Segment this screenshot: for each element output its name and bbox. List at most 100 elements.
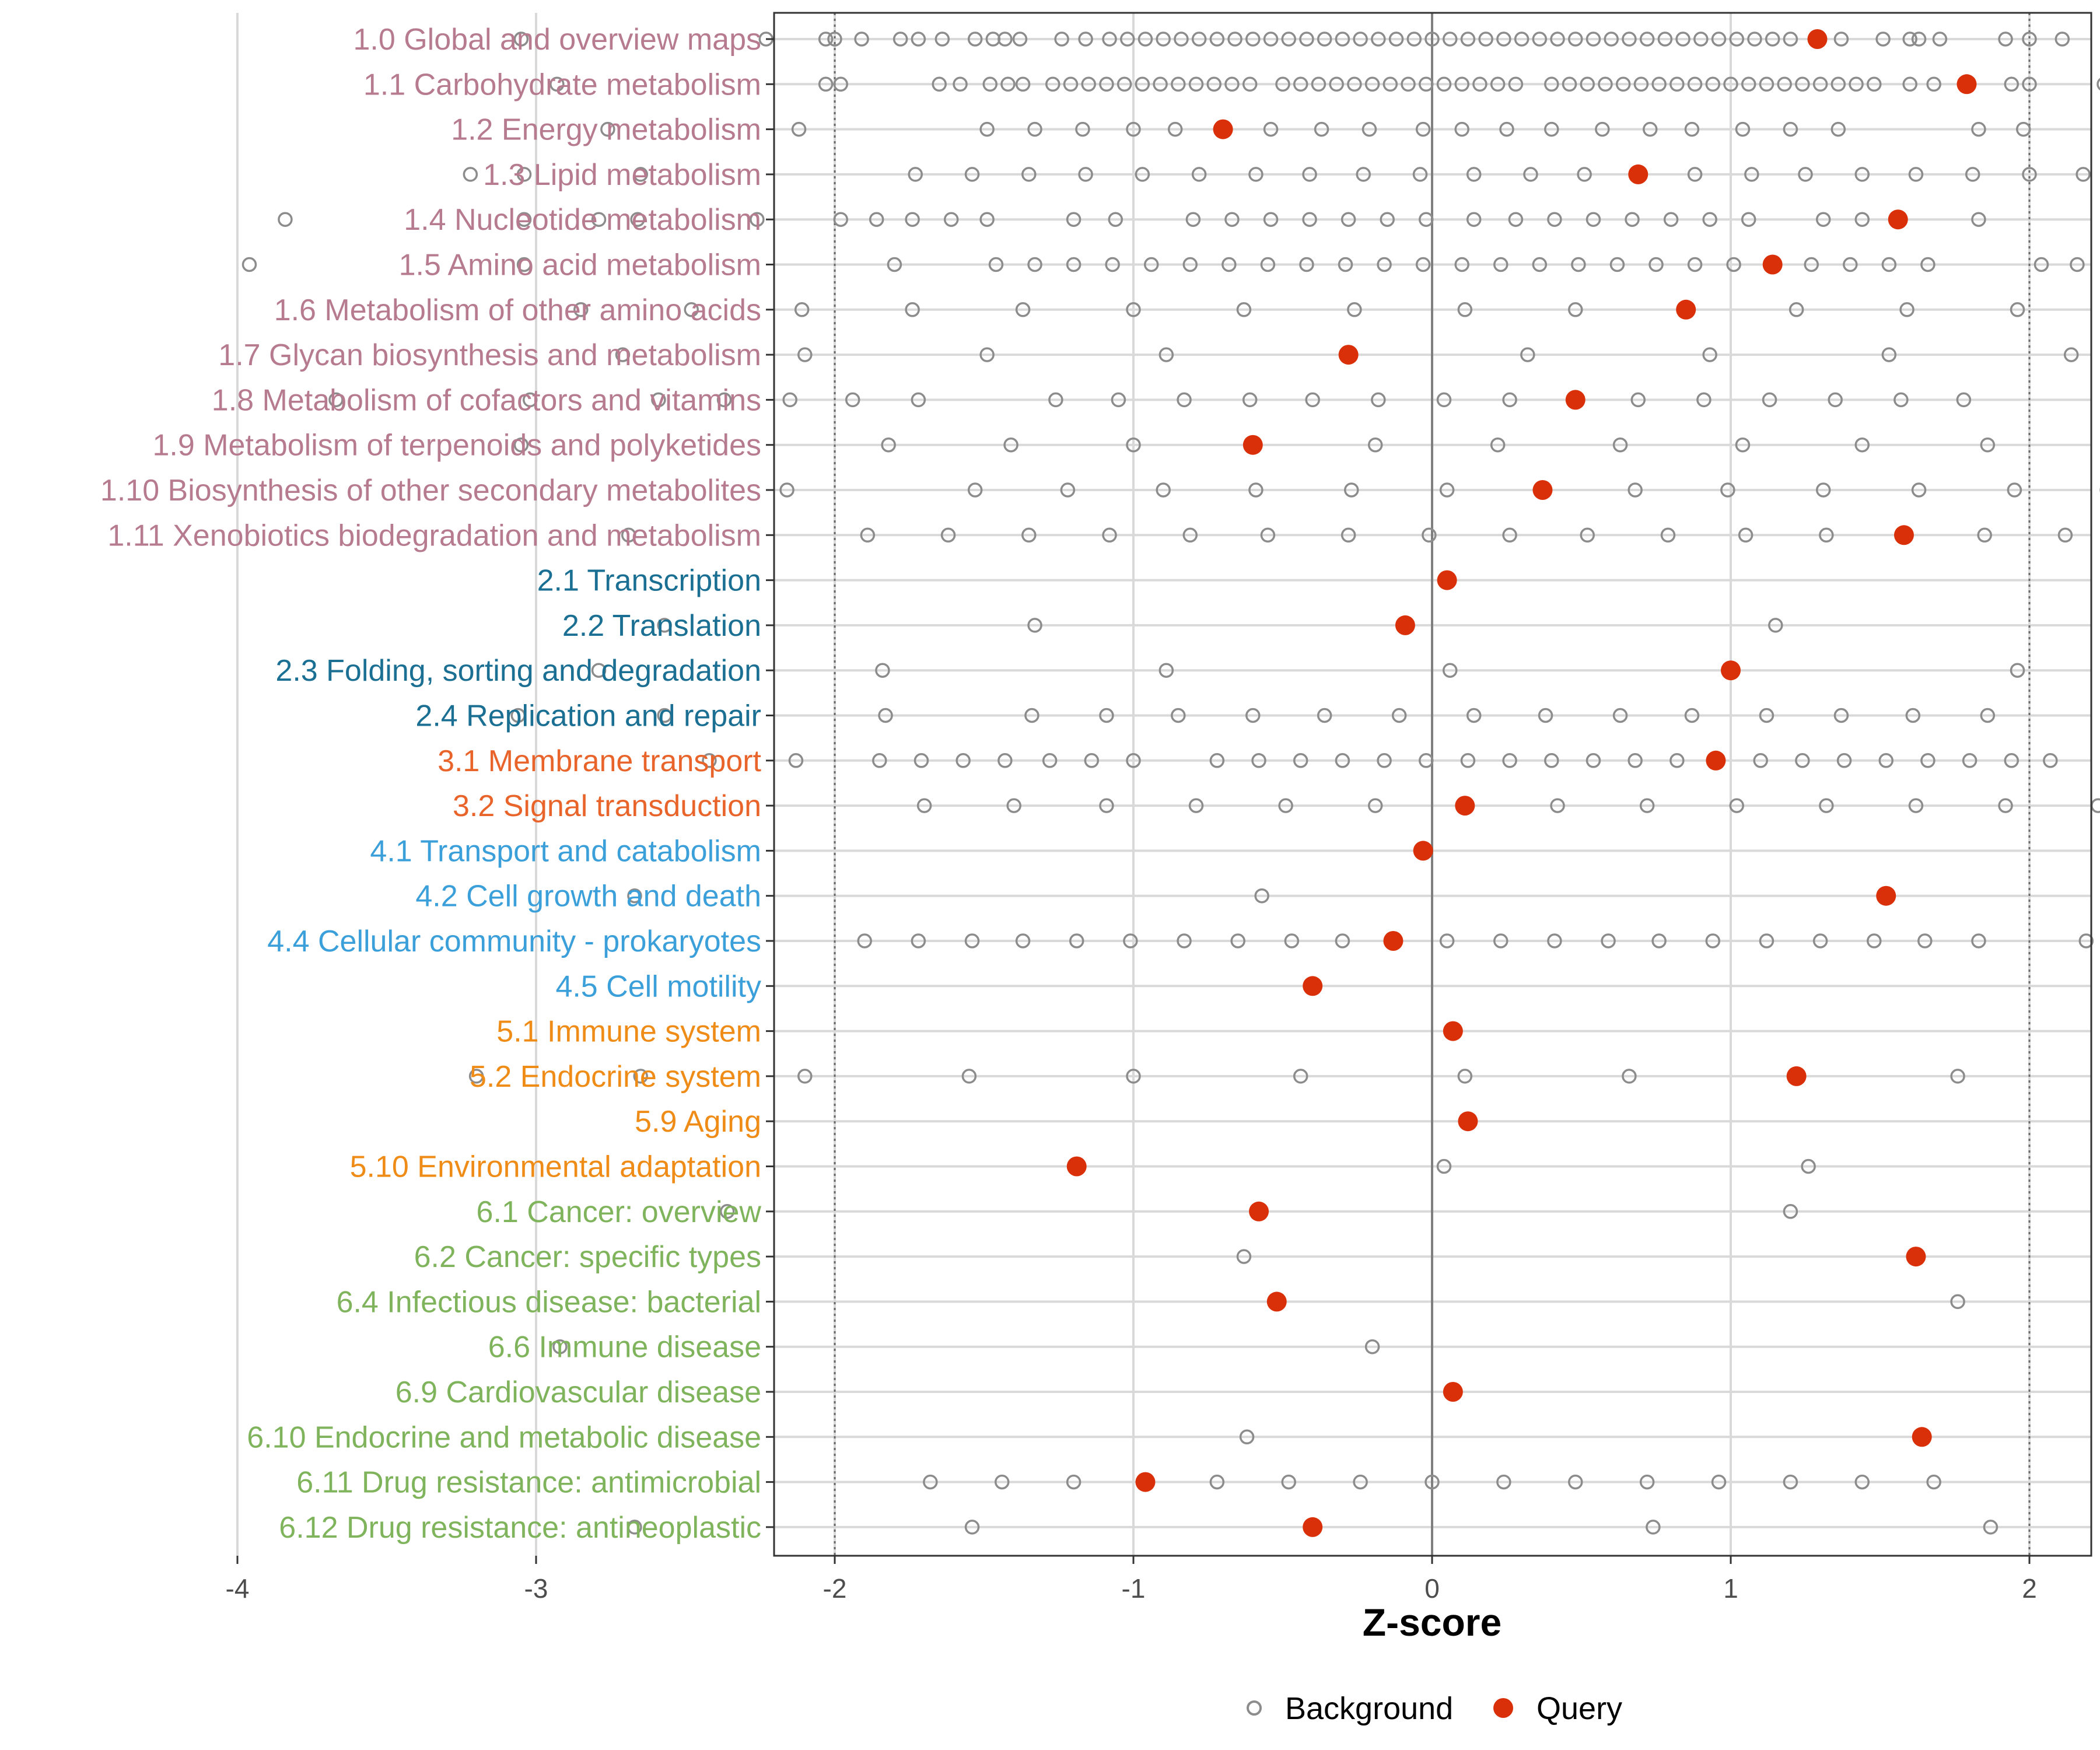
background-point [932, 76, 947, 92]
query-point [1303, 1517, 1323, 1537]
background-point [1251, 753, 1266, 768]
background-point [1263, 212, 1279, 227]
background-point [1577, 167, 1592, 182]
background-point [1191, 167, 1207, 182]
background-point [998, 753, 1013, 768]
background-point [1293, 1069, 1308, 1084]
background-point [516, 167, 532, 182]
background-point [513, 437, 529, 453]
background-point [1849, 76, 1864, 92]
background-point [1836, 753, 1852, 768]
background-point [2091, 798, 2100, 813]
background-point [2007, 482, 2022, 498]
background-point [2078, 933, 2094, 949]
query-point [1458, 1111, 1478, 1132]
background-point [1747, 32, 1762, 47]
background-point [845, 392, 860, 408]
background-point [1419, 753, 1434, 768]
background-point [1532, 32, 1548, 47]
background-point [615, 347, 631, 362]
background-point [1878, 753, 1894, 768]
background-point [2004, 76, 2020, 92]
background-point [1460, 32, 1476, 47]
background-point [1015, 302, 1031, 317]
background-point [1601, 933, 1616, 949]
background-point [988, 257, 1004, 272]
background-point [1391, 708, 1407, 723]
background-point [2054, 32, 2070, 47]
background-point [2022, 167, 2037, 182]
background-point [1069, 933, 1084, 949]
background-point [943, 212, 959, 227]
background-point [961, 1069, 977, 1084]
background-point [782, 392, 797, 408]
background-point [1302, 212, 1317, 227]
query-point [1395, 615, 1415, 635]
background-point [1084, 753, 1100, 768]
background-point [1633, 76, 1649, 92]
background-point [1622, 1069, 1637, 1084]
background-point [1831, 121, 1846, 137]
background-point [1388, 32, 1404, 47]
background-point [1568, 302, 1583, 317]
query-point [1266, 1292, 1287, 1312]
background-point [1045, 76, 1060, 92]
background-point [940, 527, 956, 543]
background-point [818, 76, 834, 92]
background-point [1027, 257, 1042, 272]
legend-background-label: Background [1285, 1691, 1453, 1726]
background-point [979, 212, 995, 227]
background-point [1980, 437, 1996, 453]
background-point [1353, 1474, 1368, 1490]
background-point [1419, 212, 1434, 227]
background-point [2057, 527, 2073, 543]
background-point [1905, 708, 1921, 723]
background-point [1628, 482, 1643, 498]
background-point [1657, 32, 1673, 47]
background-point [516, 212, 532, 227]
background-point [1520, 347, 1535, 362]
background-point [1550, 798, 1565, 813]
background-point [1116, 76, 1132, 92]
background-point [1347, 302, 1362, 317]
background-point [1828, 392, 1843, 408]
background-point [1723, 76, 1738, 92]
x-tick-label: 0 [1424, 1573, 1440, 1604]
background-point [1490, 76, 1506, 92]
background-point [1158, 663, 1174, 678]
background-point [1547, 212, 1562, 227]
background-point [956, 753, 971, 768]
background-point [1660, 527, 1676, 543]
background-point [1759, 76, 1774, 92]
background-point [1263, 121, 1279, 137]
background-point [328, 392, 344, 408]
background-point [1977, 527, 1992, 543]
background-point [1586, 212, 1601, 227]
background-point [1377, 257, 1392, 272]
background-point [1340, 212, 1356, 227]
background-point [1625, 212, 1640, 227]
legend-query-label: Query [1536, 1691, 1622, 1726]
background-point [1854, 167, 1870, 182]
background-point [1281, 1474, 1296, 1490]
background-point [1338, 257, 1353, 272]
background-point [1099, 708, 1114, 723]
background-point [1021, 527, 1037, 543]
background-point [1126, 1069, 1141, 1084]
background-point [573, 302, 589, 317]
background-point [1538, 708, 1553, 723]
background-point [1965, 167, 1980, 182]
background-point [1523, 167, 1538, 182]
background-point [1735, 437, 1751, 453]
background-point [1236, 1249, 1252, 1264]
background-point [1156, 32, 1171, 47]
background-point [1066, 257, 1082, 272]
background-point [1788, 302, 1804, 317]
background-point [510, 708, 526, 723]
background-point [916, 798, 932, 813]
background-point [1675, 32, 1690, 47]
background-point [1472, 76, 1488, 92]
category-label: 6.4 Infectious disease: bacterial [337, 1285, 761, 1319]
query-point [1894, 525, 1914, 545]
background-point [1406, 32, 1422, 47]
